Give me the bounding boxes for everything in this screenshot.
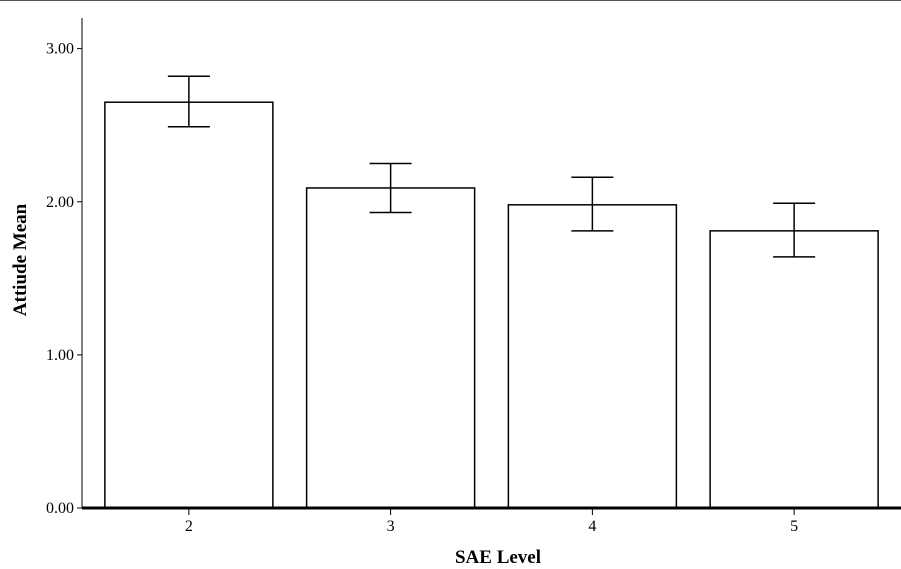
bar-5 <box>709 230 879 509</box>
top-border-line <box>0 0 901 1</box>
y-axis: 0.00 1.00 2.00 3.00 <box>46 18 83 517</box>
bar-4 <box>507 204 678 509</box>
y-tick-label-1: 1.00 <box>46 347 74 364</box>
x-axis: 2 3 4 5 <box>82 506 901 535</box>
y-tick-label-3: 3.00 <box>46 41 74 58</box>
y-axis-title: Attiude Mean <box>10 203 31 316</box>
y-tick-label-2: 2.00 <box>46 194 74 211</box>
x-tick-label-4: 4 <box>588 518 596 535</box>
bar-2 <box>104 101 274 509</box>
x-tick-label-3: 3 <box>387 518 395 535</box>
x-tick-label-5: 5 <box>790 518 798 535</box>
bars <box>104 101 879 509</box>
y-tick-label-0: 0.00 <box>46 500 74 517</box>
error-bars <box>167 75 816 258</box>
x-axis-title: SAE Level <box>455 547 541 568</box>
bar-3 <box>305 187 476 509</box>
x-tick-label-2: 2 <box>185 518 193 535</box>
